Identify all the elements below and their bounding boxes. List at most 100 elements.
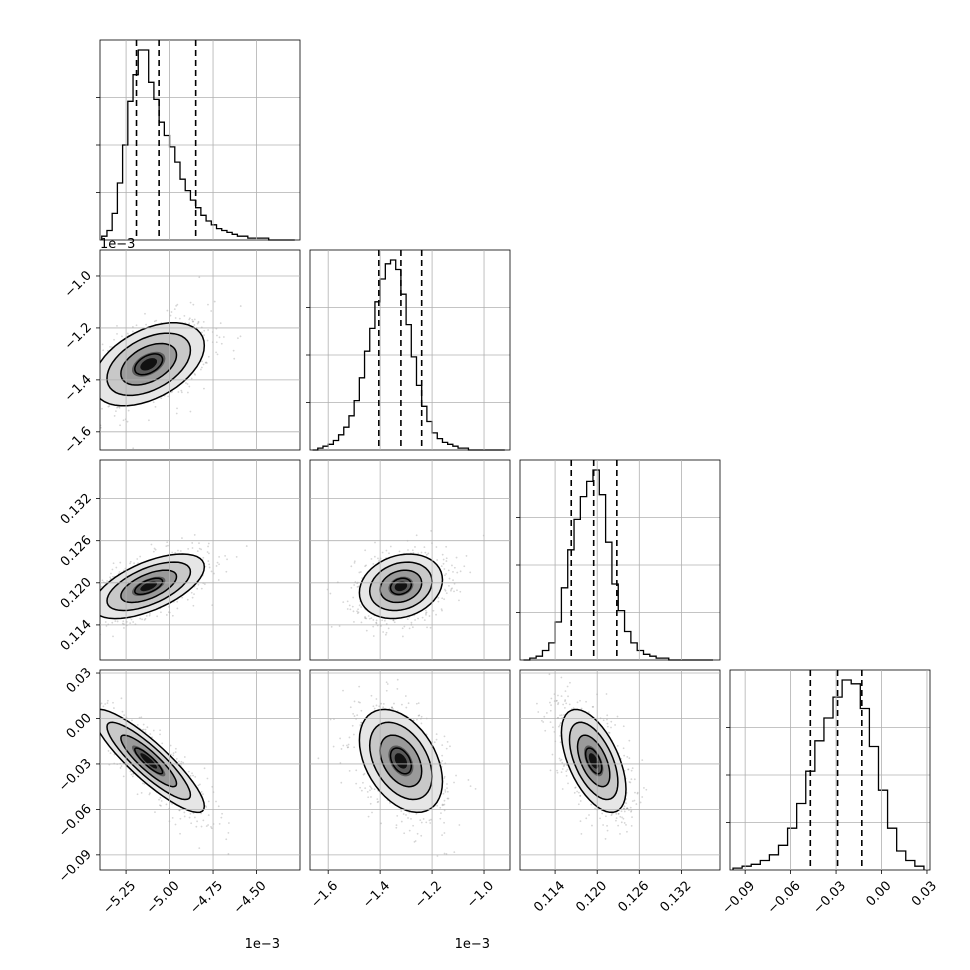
- panel-frame: [99, 669, 301, 871]
- sample-point: [407, 702, 410, 705]
- sample-point: [385, 623, 388, 625]
- sample-point: [94, 639, 96, 641]
- sample-point: [403, 832, 406, 835]
- sample-point: [330, 625, 333, 628]
- sample-point: [95, 398, 97, 400]
- sample-point: [201, 331, 203, 334]
- sample-point: [142, 782, 144, 785]
- sample-point: [93, 593, 95, 595]
- sample-point: [93, 386, 95, 388]
- sample-point: [380, 822, 383, 825]
- sample-point: [203, 329, 206, 332]
- sample-point: [467, 779, 470, 781]
- sample-point: [175, 412, 178, 415]
- sample-point: [112, 635, 114, 638]
- sample-point: [353, 584, 356, 586]
- sample-point: [97, 607, 99, 609]
- sample-point: [90, 398, 92, 400]
- sample-point: [98, 417, 100, 419]
- sample-point: [216, 334, 218, 337]
- sample-point: [171, 551, 174, 554]
- sample-point: [177, 391, 180, 393]
- sample-point: [218, 822, 221, 825]
- sample-point: [358, 685, 361, 688]
- panel-frame: [99, 249, 301, 451]
- sample-point: [455, 774, 457, 777]
- sample-point: [400, 810, 403, 813]
- sample-point: [348, 736, 351, 739]
- sample-point: [410, 621, 413, 624]
- sample-point: [95, 692, 97, 694]
- sample-point: [237, 337, 239, 340]
- sample-point: [370, 694, 373, 697]
- sample-point: [70, 369, 72, 371]
- sample-point: [373, 555, 376, 558]
- sample-point: [193, 373, 196, 375]
- sample-point: [414, 619, 416, 621]
- density-region: [394, 753, 408, 769]
- sample-point: [121, 335, 123, 338]
- sample-point: [370, 617, 373, 619]
- sample-point: [623, 754, 626, 757]
- sample-point: [119, 767, 122, 769]
- sample-point: [63, 619, 65, 621]
- sample-point: [317, 757, 320, 760]
- sample-point: [606, 714, 609, 717]
- sample-point: [95, 605, 97, 607]
- sample-point: [631, 767, 634, 770]
- histogram-series-0: [101, 49, 295, 241]
- sample-point: [197, 583, 200, 586]
- sample-point: [235, 555, 238, 558]
- sample-point: [372, 635, 375, 637]
- sample-point: [573, 791, 576, 794]
- sample-point: [375, 619, 378, 622]
- sample-point: [176, 607, 179, 610]
- contour-line: [368, 721, 433, 801]
- scatter-panel-2-3: [519, 669, 721, 871]
- sample-point: [421, 616, 424, 619]
- sample-point: [453, 781, 455, 784]
- sample-point: [415, 812, 418, 815]
- sample-point: [191, 320, 194, 323]
- sample-point: [579, 800, 582, 802]
- sample-point: [436, 855, 439, 857]
- sample-point: [153, 547, 156, 550]
- scatter-panel-0-1: [70, 249, 301, 451]
- sample-point: [192, 774, 194, 777]
- sample-point: [89, 704, 91, 706]
- sample-point: [115, 566, 118, 569]
- sample-point: [225, 838, 228, 841]
- histogram-panel-2: [516, 459, 721, 661]
- sample-point: [187, 770, 190, 773]
- sample-point: [129, 560, 132, 563]
- sample-point: [81, 608, 83, 610]
- sample-point: [401, 635, 404, 638]
- sample-point: [372, 619, 375, 621]
- sample-point: [109, 576, 111, 579]
- density-region: [140, 753, 157, 769]
- sample-point: [465, 555, 468, 557]
- sample-point: [204, 805, 207, 807]
- sample-point: [417, 617, 419, 620]
- contour-line: [120, 342, 178, 386]
- sample-point: [133, 562, 135, 565]
- sample-point: [159, 796, 162, 799]
- sample-point: [71, 712, 73, 714]
- sample-point: [188, 816, 191, 819]
- sample-point: [167, 544, 169, 547]
- sample-point: [159, 804, 161, 807]
- sample-point: [218, 563, 220, 566]
- sample-point: [346, 608, 349, 610]
- sample-point: [200, 366, 203, 369]
- sample-point: [119, 424, 121, 427]
- sample-point: [415, 702, 418, 705]
- panel-grid: [100, 460, 300, 660]
- sample-point: [78, 705, 80, 707]
- panel-grid: [310, 460, 510, 660]
- sample-point: [410, 817, 412, 820]
- sample-point: [100, 426, 102, 429]
- sample-point: [357, 701, 360, 703]
- sample-point: [385, 631, 388, 634]
- sample-point: [445, 572, 448, 575]
- sample-point: [186, 598, 189, 601]
